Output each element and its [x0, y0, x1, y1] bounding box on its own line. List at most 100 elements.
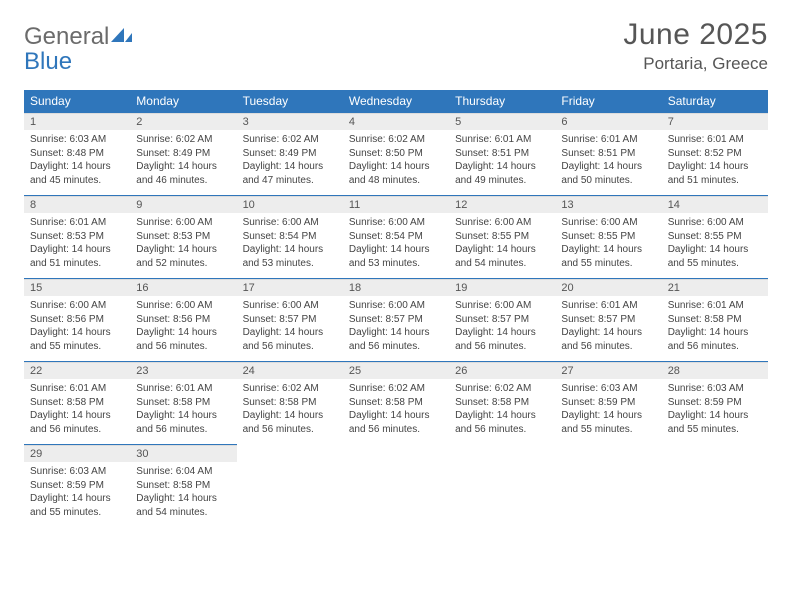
day-cell: 5Sunrise: 6:01 AMSunset: 8:51 PMDaylight…: [449, 113, 555, 196]
day-body: Sunrise: 6:03 AMSunset: 8:48 PMDaylight:…: [24, 130, 130, 195]
day-number: 29: [24, 445, 130, 462]
week-row: 1Sunrise: 6:03 AMSunset: 8:48 PMDaylight…: [24, 113, 768, 196]
day-number: 26: [449, 362, 555, 379]
day-cell: 24Sunrise: 6:02 AMSunset: 8:58 PMDayligh…: [237, 362, 343, 445]
day-body: Sunrise: 6:00 AMSunset: 8:54 PMDaylight:…: [237, 213, 343, 278]
day-cell: 6Sunrise: 6:01 AMSunset: 8:51 PMDaylight…: [555, 113, 661, 196]
day-cell: [237, 445, 343, 528]
day-body: Sunrise: 6:00 AMSunset: 8:56 PMDaylight:…: [130, 296, 236, 361]
day-body: Sunrise: 6:01 AMSunset: 8:57 PMDaylight:…: [555, 296, 661, 361]
day-header: Thursday: [449, 90, 555, 113]
day-cell: 27Sunrise: 6:03 AMSunset: 8:59 PMDayligh…: [555, 362, 661, 445]
week-row: 29Sunrise: 6:03 AMSunset: 8:59 PMDayligh…: [24, 445, 768, 528]
location: Portaria, Greece: [623, 54, 768, 74]
day-number: 9: [130, 196, 236, 213]
day-body: Sunrise: 6:01 AMSunset: 8:53 PMDaylight:…: [24, 213, 130, 278]
day-cell: 20Sunrise: 6:01 AMSunset: 8:57 PMDayligh…: [555, 279, 661, 362]
day-cell: 10Sunrise: 6:00 AMSunset: 8:54 PMDayligh…: [237, 196, 343, 279]
day-body: Sunrise: 6:02 AMSunset: 8:58 PMDaylight:…: [343, 379, 449, 444]
day-cell: 3Sunrise: 6:02 AMSunset: 8:49 PMDaylight…: [237, 113, 343, 196]
day-cell: 26Sunrise: 6:02 AMSunset: 8:58 PMDayligh…: [449, 362, 555, 445]
day-header: Tuesday: [237, 90, 343, 113]
day-body: Sunrise: 6:01 AMSunset: 8:58 PMDaylight:…: [662, 296, 768, 361]
day-body: Sunrise: 6:03 AMSunset: 8:59 PMDaylight:…: [24, 462, 130, 527]
page-title: June 2025: [623, 18, 768, 52]
day-header: Sunday: [24, 90, 130, 113]
day-cell: 28Sunrise: 6:03 AMSunset: 8:59 PMDayligh…: [662, 362, 768, 445]
day-number: 30: [130, 445, 236, 462]
day-body: Sunrise: 6:00 AMSunset: 8:53 PMDaylight:…: [130, 213, 236, 278]
day-number: 28: [662, 362, 768, 379]
logo-text-1: General: [24, 23, 109, 50]
day-cell: 18Sunrise: 6:00 AMSunset: 8:57 PMDayligh…: [343, 279, 449, 362]
day-body: Sunrise: 6:00 AMSunset: 8:56 PMDaylight:…: [24, 296, 130, 361]
day-body: Sunrise: 6:03 AMSunset: 8:59 PMDaylight:…: [555, 379, 661, 444]
day-cell: [555, 445, 661, 528]
day-cell: [449, 445, 555, 528]
day-number: 7: [662, 113, 768, 130]
calendar-table: SundayMondayTuesdayWednesdayThursdayFrid…: [24, 90, 768, 527]
day-cell: 15Sunrise: 6:00 AMSunset: 8:56 PMDayligh…: [24, 279, 130, 362]
day-body: Sunrise: 6:00 AMSunset: 8:55 PMDaylight:…: [662, 213, 768, 278]
day-number: 18: [343, 279, 449, 296]
day-body: Sunrise: 6:01 AMSunset: 8:58 PMDaylight:…: [24, 379, 130, 444]
day-header: Friday: [555, 90, 661, 113]
day-number: 15: [24, 279, 130, 296]
day-body: Sunrise: 6:01 AMSunset: 8:51 PMDaylight:…: [449, 130, 555, 195]
logo-sail-icon: [111, 24, 133, 49]
day-cell: 22Sunrise: 6:01 AMSunset: 8:58 PMDayligh…: [24, 362, 130, 445]
day-cell: 16Sunrise: 6:00 AMSunset: 8:56 PMDayligh…: [130, 279, 236, 362]
day-body: Sunrise: 6:04 AMSunset: 8:58 PMDaylight:…: [130, 462, 236, 527]
day-cell: [662, 445, 768, 528]
week-row: 22Sunrise: 6:01 AMSunset: 8:58 PMDayligh…: [24, 362, 768, 445]
day-body: Sunrise: 6:02 AMSunset: 8:49 PMDaylight:…: [130, 130, 236, 195]
day-number: 14: [662, 196, 768, 213]
day-body: Sunrise: 6:02 AMSunset: 8:50 PMDaylight:…: [343, 130, 449, 195]
day-header: Wednesday: [343, 90, 449, 113]
day-number: 5: [449, 113, 555, 130]
day-number: 21: [662, 279, 768, 296]
day-body: Sunrise: 6:03 AMSunset: 8:59 PMDaylight:…: [662, 379, 768, 444]
day-cell: 7Sunrise: 6:01 AMSunset: 8:52 PMDaylight…: [662, 113, 768, 196]
day-body: Sunrise: 6:02 AMSunset: 8:58 PMDaylight:…: [237, 379, 343, 444]
day-number: 10: [237, 196, 343, 213]
week-row: 15Sunrise: 6:00 AMSunset: 8:56 PMDayligh…: [24, 279, 768, 362]
day-body: Sunrise: 6:00 AMSunset: 8:57 PMDaylight:…: [237, 296, 343, 361]
week-row: 8Sunrise: 6:01 AMSunset: 8:53 PMDaylight…: [24, 196, 768, 279]
day-number: 12: [449, 196, 555, 213]
day-number: 16: [130, 279, 236, 296]
day-header-row: SundayMondayTuesdayWednesdayThursdayFrid…: [24, 90, 768, 113]
day-header: Monday: [130, 90, 236, 113]
day-number: 19: [449, 279, 555, 296]
day-body: Sunrise: 6:00 AMSunset: 8:55 PMDaylight:…: [449, 213, 555, 278]
day-cell: 14Sunrise: 6:00 AMSunset: 8:55 PMDayligh…: [662, 196, 768, 279]
day-number: 6: [555, 113, 661, 130]
day-number: 13: [555, 196, 661, 213]
day-number: 24: [237, 362, 343, 379]
day-body: Sunrise: 6:00 AMSunset: 8:54 PMDaylight:…: [343, 213, 449, 278]
day-number: 3: [237, 113, 343, 130]
logo: GeneralBlue: [24, 18, 135, 74]
day-number: 4: [343, 113, 449, 130]
day-cell: 8Sunrise: 6:01 AMSunset: 8:53 PMDaylight…: [24, 196, 130, 279]
day-cell: 23Sunrise: 6:01 AMSunset: 8:58 PMDayligh…: [130, 362, 236, 445]
day-cell: 25Sunrise: 6:02 AMSunset: 8:58 PMDayligh…: [343, 362, 449, 445]
day-cell: 29Sunrise: 6:03 AMSunset: 8:59 PMDayligh…: [24, 445, 130, 528]
day-body: Sunrise: 6:02 AMSunset: 8:49 PMDaylight:…: [237, 130, 343, 195]
day-cell: 30Sunrise: 6:04 AMSunset: 8:58 PMDayligh…: [130, 445, 236, 528]
day-cell: 21Sunrise: 6:01 AMSunset: 8:58 PMDayligh…: [662, 279, 768, 362]
day-cell: 1Sunrise: 6:03 AMSunset: 8:48 PMDaylight…: [24, 113, 130, 196]
title-block: June 2025 Portaria, Greece: [623, 18, 768, 74]
day-cell: 9Sunrise: 6:00 AMSunset: 8:53 PMDaylight…: [130, 196, 236, 279]
day-body: Sunrise: 6:01 AMSunset: 8:51 PMDaylight:…: [555, 130, 661, 195]
day-number: 23: [130, 362, 236, 379]
day-body: Sunrise: 6:01 AMSunset: 8:58 PMDaylight:…: [130, 379, 236, 444]
day-body: Sunrise: 6:00 AMSunset: 8:55 PMDaylight:…: [555, 213, 661, 278]
day-number: 1: [24, 113, 130, 130]
day-body: Sunrise: 6:02 AMSunset: 8:58 PMDaylight:…: [449, 379, 555, 444]
day-number: 25: [343, 362, 449, 379]
day-cell: 17Sunrise: 6:00 AMSunset: 8:57 PMDayligh…: [237, 279, 343, 362]
day-body: Sunrise: 6:01 AMSunset: 8:52 PMDaylight:…: [662, 130, 768, 195]
day-header: Saturday: [662, 90, 768, 113]
day-cell: 13Sunrise: 6:00 AMSunset: 8:55 PMDayligh…: [555, 196, 661, 279]
